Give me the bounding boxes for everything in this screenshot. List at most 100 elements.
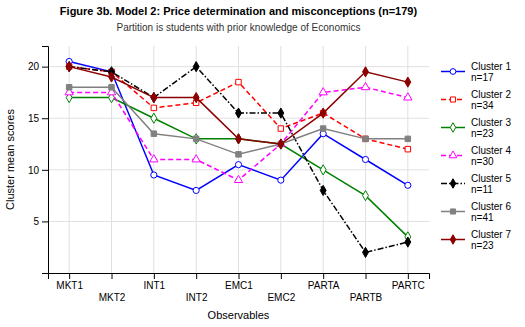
grid-line (69, 46, 70, 273)
tick-label: PARTB (350, 292, 383, 303)
tick-label: PARTC (392, 280, 425, 291)
legend-item: Cluster 6n=41 (441, 201, 511, 223)
tick-mark (323, 273, 324, 279)
point (320, 108, 326, 118)
legend-label: Cluster 7n=23 (471, 229, 511, 251)
point (66, 62, 72, 72)
point (363, 136, 368, 141)
line (69, 87, 408, 180)
legend-marker (450, 97, 455, 102)
tick: INT1 (143, 273, 165, 291)
legend-label: Cluster 3n=23 (471, 117, 511, 139)
tick-mark (408, 273, 409, 279)
tick-label: EMC1 (225, 280, 253, 291)
legend-label: Cluster 4n=30 (471, 145, 511, 167)
point (151, 92, 157, 102)
legend-item: Cluster 3n=23 (441, 117, 511, 139)
series (66, 92, 411, 241)
point (234, 175, 242, 182)
y-axis: 5 10 15 20 (28, 47, 49, 274)
tick-label: 15 (28, 113, 40, 124)
tick-mark (42, 67, 48, 68)
tick-label: 5 (33, 216, 39, 227)
tick: MKT1 (56, 273, 83, 291)
tick-mark (42, 221, 48, 222)
line (69, 87, 408, 154)
point (405, 146, 410, 151)
y-axis-title: Cluster mean scores (4, 109, 16, 210)
grid-line (280, 46, 281, 273)
point (361, 82, 369, 89)
legend-marker (450, 235, 455, 244)
tick-label: MKT1 (56, 280, 83, 291)
point (405, 182, 411, 188)
legend-label: Cluster 6n=41 (471, 201, 511, 223)
title: Figure 3b. Model 2: Price determination … (60, 5, 418, 17)
point (278, 139, 284, 149)
point (151, 172, 157, 178)
legend-marker (450, 179, 455, 188)
series-group (65, 58, 412, 257)
series (66, 85, 410, 158)
point (151, 113, 157, 123)
legend: Cluster 1n=17 Cluster 2n=34 Cluster 3n=23 C… (441, 61, 511, 251)
point (363, 136, 368, 141)
point (151, 131, 156, 136)
tick-label: 10 (28, 165, 40, 176)
point (66, 62, 72, 72)
chart: Figure 3b. Model 2: Price determination … (0, 0, 525, 327)
line (69, 67, 408, 144)
point (193, 136, 198, 141)
tick-mark (196, 273, 197, 279)
tick: 20 (28, 61, 48, 72)
point (278, 177, 284, 183)
tick: 5 (33, 216, 48, 227)
tick: PARTB (350, 273, 383, 303)
legend-label: Cluster 2n=34 (471, 89, 511, 111)
grid (48, 46, 429, 273)
point (320, 165, 326, 175)
series (65, 82, 412, 182)
tick-label: INT1 (143, 280, 165, 291)
tick-label: MKT2 (99, 292, 126, 303)
point (193, 187, 199, 193)
grid-line (323, 46, 324, 273)
tick-mark (112, 273, 113, 279)
tick-mark (239, 273, 240, 279)
point (278, 126, 283, 131)
tick: EMC2 (267, 273, 295, 303)
axis-line (49, 274, 430, 280)
point (363, 67, 369, 77)
tick: 10 (28, 165, 48, 176)
point (193, 92, 199, 102)
tick: EMC1 (225, 273, 253, 291)
point (236, 79, 241, 84)
legend-marker (449, 151, 457, 158)
tick-mark (42, 118, 48, 119)
point (150, 155, 158, 162)
series (66, 62, 411, 150)
point (192, 155, 200, 162)
point (278, 108, 284, 118)
point (320, 185, 326, 195)
point (404, 93, 412, 100)
legend-item: Cluster 5n=11 (441, 173, 511, 195)
line (69, 61, 408, 190)
tick-mark (69, 273, 70, 279)
tick-mark (281, 273, 282, 279)
legend-marker (450, 69, 456, 75)
tick-label: INT2 (186, 292, 208, 303)
point (363, 191, 369, 201)
tick-label: PARTA (308, 280, 340, 291)
point (405, 77, 411, 87)
legend-item: Cluster 1n=17 (441, 61, 511, 83)
point (405, 237, 411, 247)
point (109, 85, 114, 90)
point (66, 85, 71, 90)
x-axis: MKT1 MKT2 INT1 INT2 EMC1 EMC2 PARTA PARTB PARTC (49, 273, 430, 303)
point (320, 126, 325, 131)
point (278, 139, 284, 149)
tick: INT2 (186, 273, 208, 303)
point (193, 134, 199, 144)
legend-item: Cluster 2n=34 (441, 89, 511, 111)
